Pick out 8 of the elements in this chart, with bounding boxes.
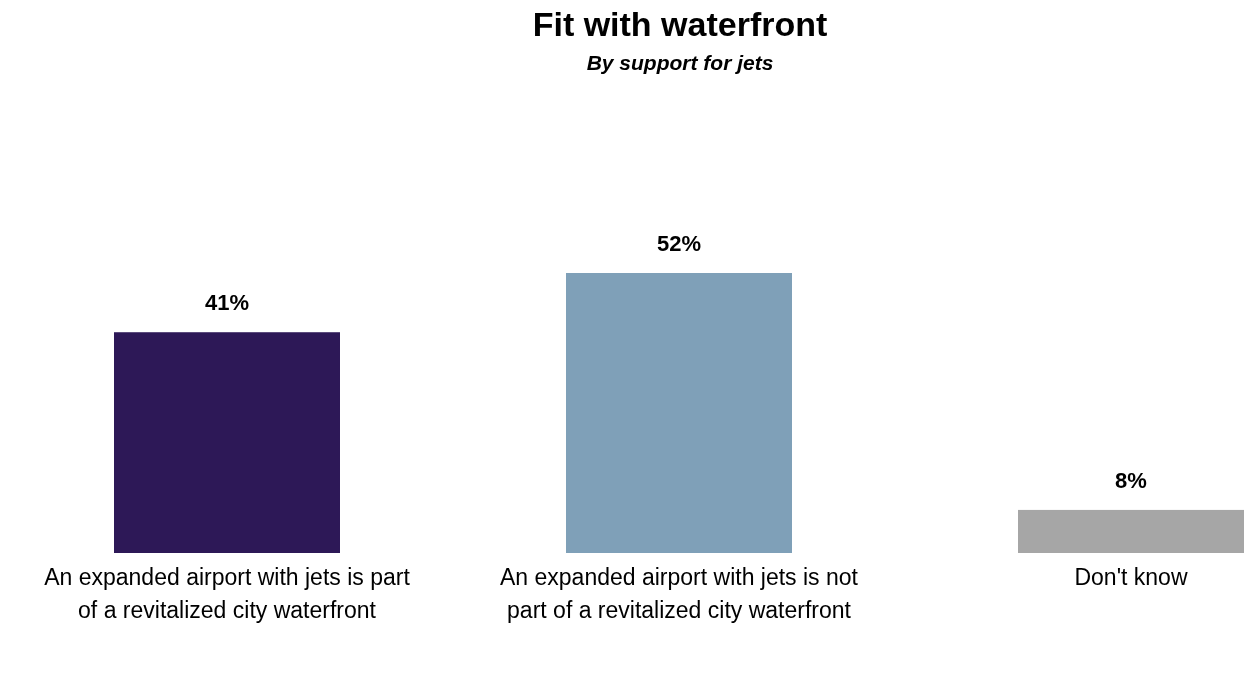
chart-title: Fit with waterfront (532, 5, 828, 43)
chart-subtitle: By support for jets (586, 51, 774, 74)
data-label: 41% (204, 290, 250, 316)
data-label: 8% (1115, 467, 1147, 493)
x-tick-label: Don't know (1074, 564, 1188, 590)
data-label: 52% (656, 231, 702, 256)
x-tick-label: An expanded airport with jets is part of a revitalized city waterfront (44, 564, 411, 623)
x-tick-label: An expanded airport with jets is not part of a revitalized city waterfront (500, 564, 859, 623)
